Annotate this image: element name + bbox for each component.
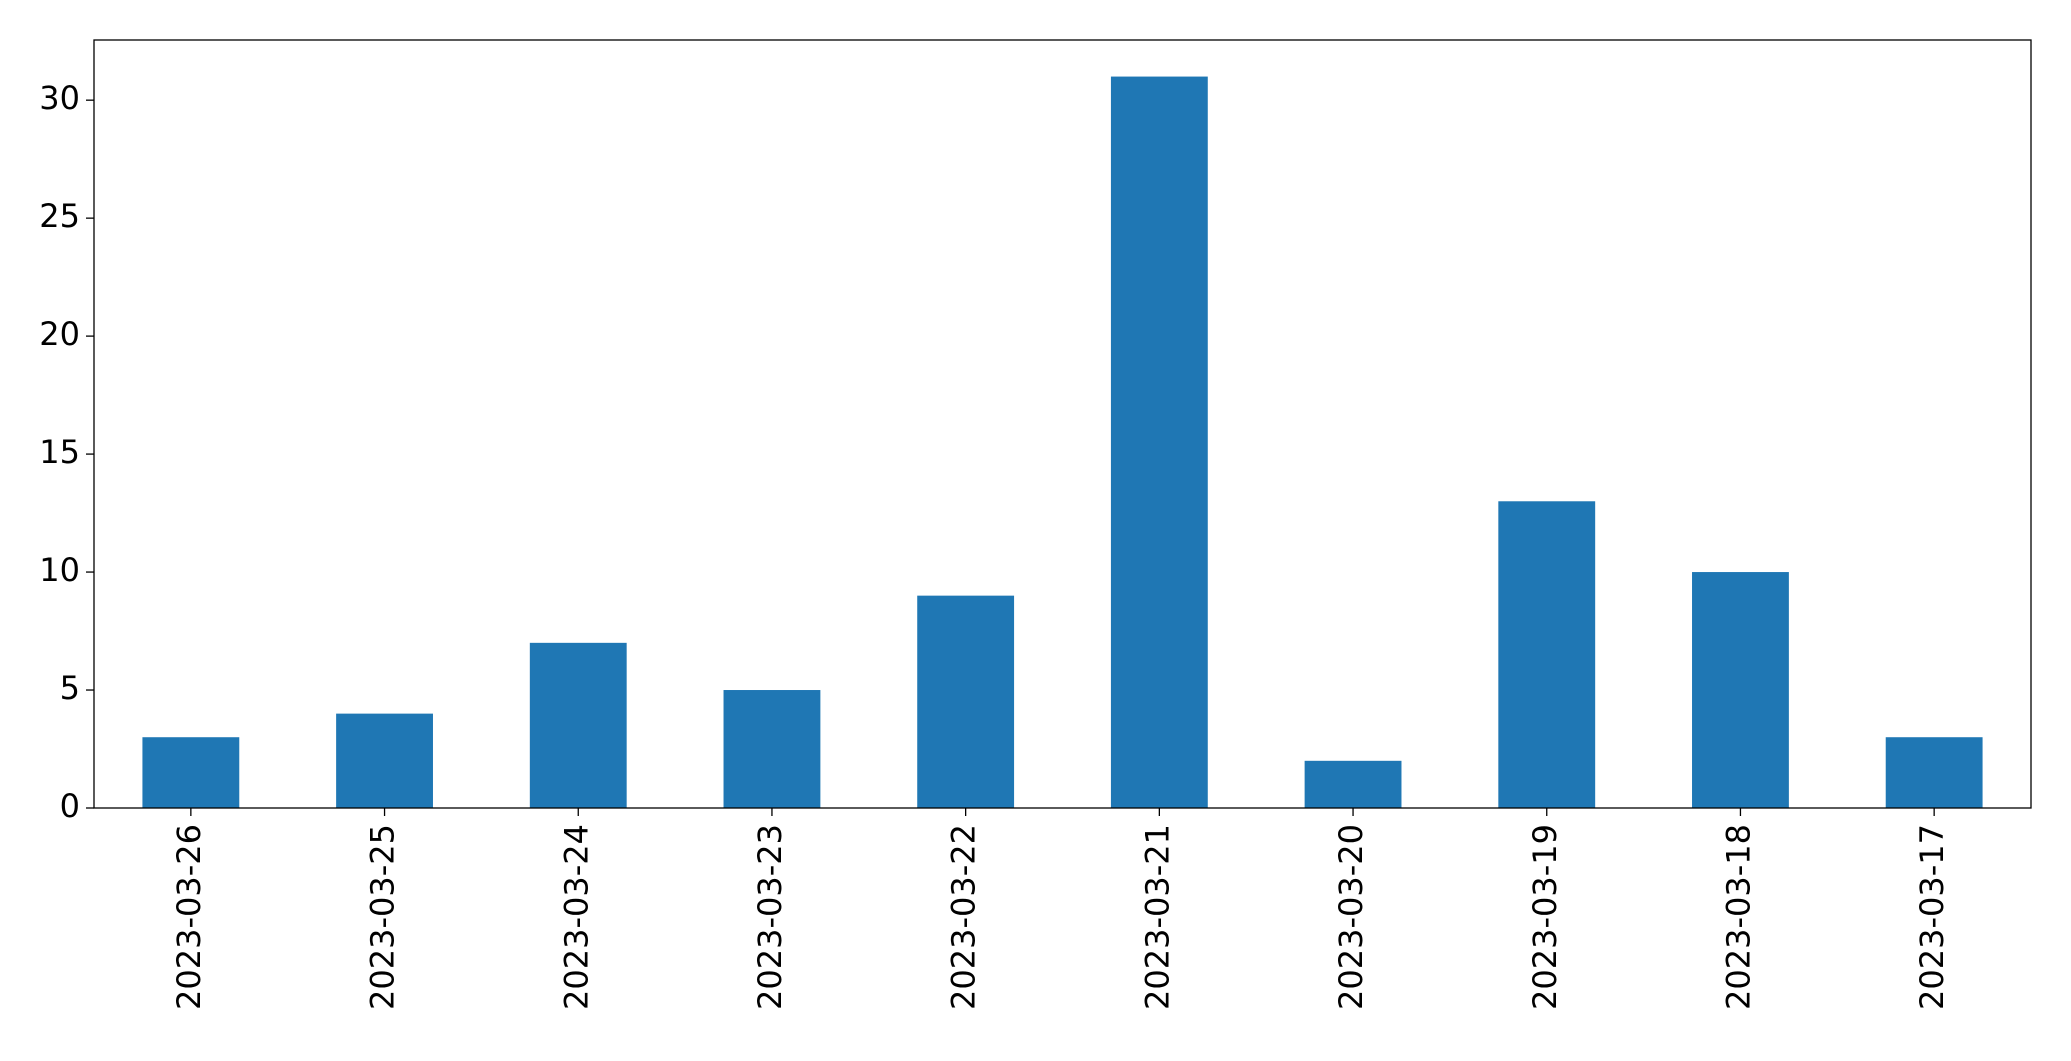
x-tick-label: 2023-03-18 xyxy=(1719,824,1757,1010)
bar xyxy=(142,737,240,808)
bar xyxy=(1885,737,1983,808)
y-tick-label: 10 xyxy=(39,551,80,589)
bar xyxy=(1692,572,1789,808)
bar xyxy=(1110,76,1208,809)
bar xyxy=(723,690,821,808)
x-tick-label: 2023-03-21 xyxy=(1138,824,1176,1010)
x-tick-label: 2023-03-24 xyxy=(557,824,595,1010)
bar xyxy=(336,713,433,808)
y-tick-label: 20 xyxy=(39,315,80,353)
x-tick-label: 2023-03-17 xyxy=(1913,824,1951,1010)
x-tick-label: 2023-03-20 xyxy=(1332,824,1370,1010)
y-tick-label: 15 xyxy=(39,433,80,471)
x-tick-label: 2023-03-23 xyxy=(751,824,789,1010)
bar xyxy=(1304,760,1402,808)
bar xyxy=(917,595,1015,808)
bar xyxy=(1498,501,1596,808)
y-tick-label: 25 xyxy=(39,197,80,235)
x-tick-label: 2023-03-25 xyxy=(364,824,402,1010)
x-tick-label: 2023-03-19 xyxy=(1526,824,1564,1010)
y-tick-label: 30 xyxy=(39,79,80,117)
x-tick-label: 2023-03-26 xyxy=(170,824,208,1010)
bar xyxy=(529,642,627,808)
plot-frame xyxy=(93,39,2032,809)
x-tick-label: 2023-03-22 xyxy=(945,824,983,1010)
y-tick-label: 5 xyxy=(60,669,80,707)
y-tick-label: 0 xyxy=(60,787,80,825)
